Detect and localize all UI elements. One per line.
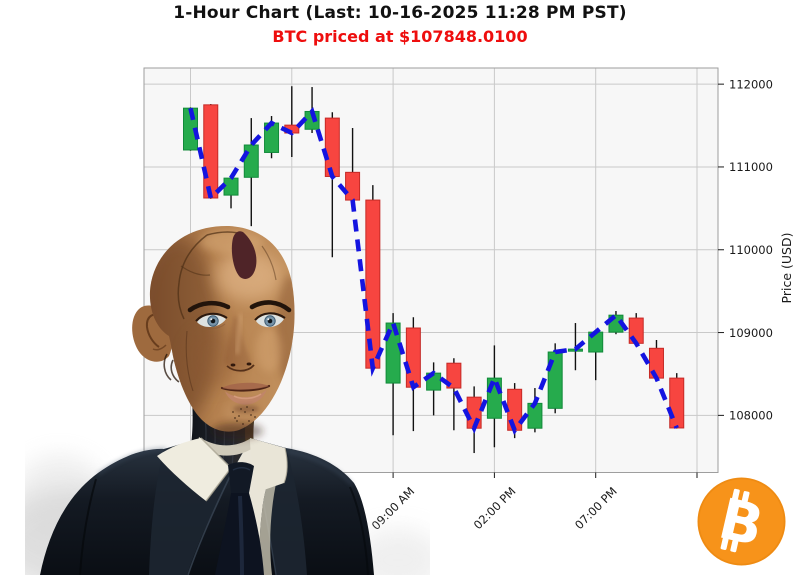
plot-border (143, 67, 719, 473)
android-mascot-image (25, 225, 430, 575)
candle-down (446, 362, 462, 389)
page-title: 1-Hour Chart (Last: 10-16-2025 11:28 PM … (173, 3, 627, 23)
page-subtitle: BTC priced at $107848.0100 (272, 27, 528, 46)
candle-down (203, 104, 219, 199)
forehead-patch (231, 231, 257, 279)
svg-text:07:00 PM: 07:00 PM (572, 484, 620, 532)
svg-text:110000: 110000 (729, 243, 773, 257)
candle-up (223, 177, 239, 196)
candle-up (385, 322, 401, 384)
bitcoin-logo: B (697, 477, 786, 566)
candle-down (345, 171, 361, 201)
svg-text:112000: 112000 (729, 77, 773, 91)
svg-text:109000: 109000 (729, 326, 773, 340)
mascot-tie (215, 462, 264, 575)
y-axis-labels: 112000 111000 110000 109000 108000 (718, 77, 773, 423)
svg-text:111000: 111000 (729, 160, 773, 174)
bitcoin-coin-circle (697, 477, 786, 566)
y-axis-title: Price (USD) (779, 233, 794, 304)
candle-down (669, 377, 685, 429)
svg-text:108000: 108000 (729, 409, 773, 423)
candle-down (324, 117, 340, 177)
trend-line (188, 107, 679, 435)
candle-up (243, 144, 259, 178)
svg-text:02:00 PM: 02:00 PM (471, 484, 519, 532)
